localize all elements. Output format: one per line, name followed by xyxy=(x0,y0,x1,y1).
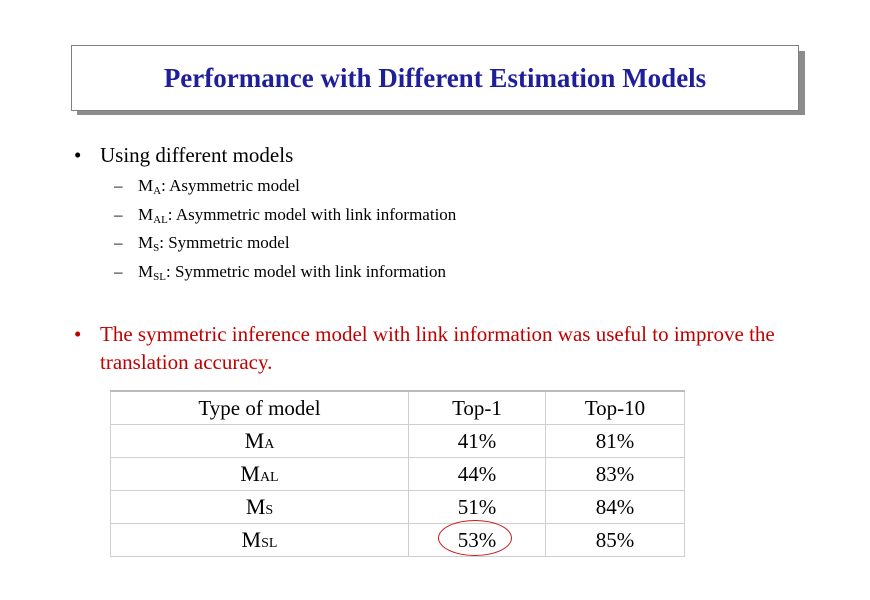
model-symbol: M xyxy=(138,233,154,252)
table-row: MS 51% 84% xyxy=(110,490,685,524)
bullet-text: The symmetric inference model with link … xyxy=(100,322,775,374)
header-top-1: Top-1 xyxy=(408,390,546,425)
model-symbol: M xyxy=(240,461,260,486)
model-symbol: M xyxy=(244,428,265,453)
dash-glyph: – xyxy=(114,176,123,195)
model-subscript: S xyxy=(153,242,160,254)
model-subscript: S xyxy=(265,503,274,518)
model-cell: MAL xyxy=(110,457,409,491)
model-subscript: A xyxy=(153,185,162,197)
dash-glyph: – xyxy=(114,233,123,252)
top-10-cell: 84% xyxy=(545,490,685,524)
model-description: : Symmetric model with link information xyxy=(165,262,446,281)
model-subscript: SL xyxy=(261,536,278,551)
header-top-10: Top-10 xyxy=(545,390,685,425)
model-symbol: M xyxy=(241,527,262,552)
slide-title: Performance with Different Estimation Mo… xyxy=(163,62,707,93)
top-1-cell: 41% xyxy=(408,424,546,458)
table-row: MAL 44% 83% xyxy=(110,457,685,491)
model-symbol: M xyxy=(138,176,154,195)
top-10-cell: 83% xyxy=(545,457,685,491)
model-subscript: AL xyxy=(259,470,279,485)
model-symbol: M xyxy=(138,262,154,281)
bullet-text: Using different models xyxy=(100,143,294,167)
results-table: Type of model Top-1 Top-10 MA 41% 81% MA… xyxy=(110,390,685,557)
model-cell: MSL xyxy=(110,523,409,557)
top-1-cell: 44% xyxy=(408,457,546,491)
model-subscript: SL xyxy=(153,271,166,283)
dash-glyph: – xyxy=(114,205,123,224)
model-cell: MA xyxy=(110,424,409,458)
bullet-dot: • xyxy=(74,143,82,167)
top-10-cell: 81% xyxy=(545,424,685,458)
table-row: MA 41% 81% xyxy=(110,424,685,458)
title-box: Performance with Different Estimation Mo… xyxy=(71,45,799,111)
model-description: : Asymmetric model xyxy=(161,176,300,195)
model-symbol: M xyxy=(245,494,266,519)
model-description: : Symmetric model xyxy=(159,233,290,252)
model-description: : Asymmetric model with link information xyxy=(167,205,457,224)
header-type-of-model: Type of model xyxy=(110,390,409,425)
highlight-circle xyxy=(438,520,512,556)
model-cell: MS xyxy=(110,490,409,524)
top-10-cell: 85% xyxy=(545,523,685,557)
dash-glyph: – xyxy=(114,262,123,281)
model-subscript: AL xyxy=(153,214,168,226)
table-header-row: Type of model Top-1 Top-10 xyxy=(110,390,685,425)
table-row: MSL 53% 85% xyxy=(110,523,685,557)
model-symbol: M xyxy=(138,205,154,224)
model-subscript: A xyxy=(264,437,275,452)
bullet-dot: • xyxy=(74,322,82,346)
top-1-cell: 51% xyxy=(408,490,546,524)
